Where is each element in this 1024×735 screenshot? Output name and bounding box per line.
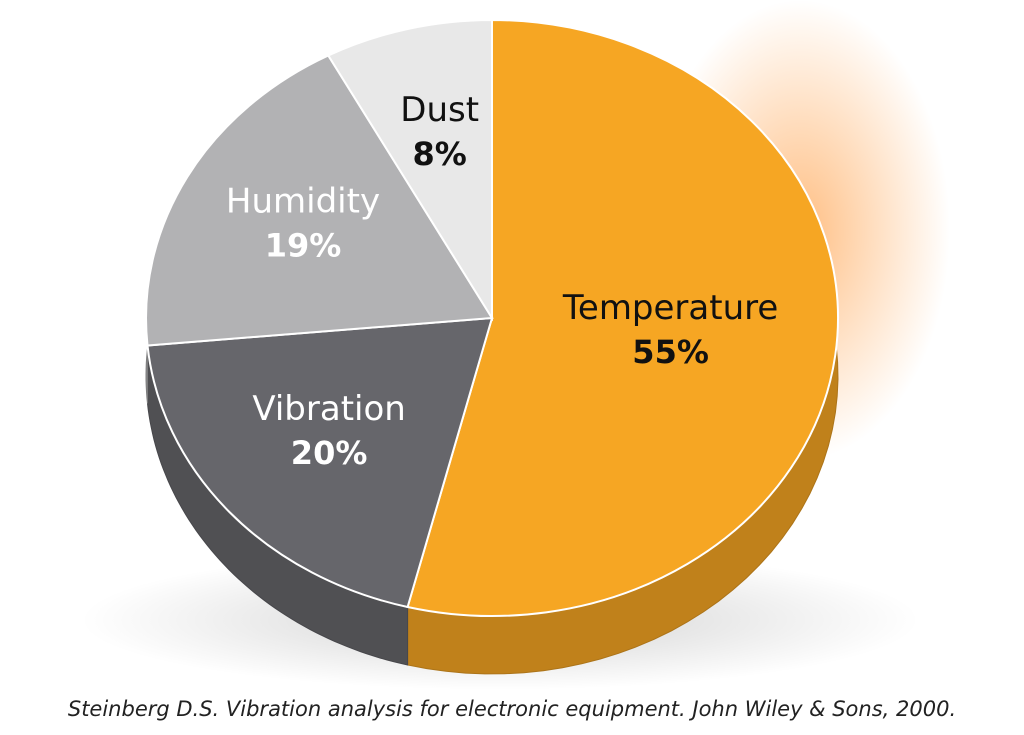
slice-value-label: 20% [291, 434, 368, 472]
pie-labels: Temperature 55% Vibration 20% Humidity 19% Dus… [226, 90, 778, 472]
slice-value-label: 8% [413, 135, 467, 173]
caption: Steinberg D.S. Vibration analysis for el… [68, 697, 956, 721]
slice-label: Vibration [252, 389, 405, 429]
slice [145, 54, 494, 347]
slice-label: Humidity [226, 182, 380, 222]
pie-tops [145, 18, 839, 617]
slice [326, 18, 493, 322]
slice-value-label: 19% [265, 227, 342, 265]
slice-label: Dust [400, 90, 479, 130]
slice-value-label: 55% [632, 333, 709, 371]
slice [146, 316, 494, 609]
slice [406, 18, 839, 617]
slice-label: Temperature [562, 288, 778, 328]
